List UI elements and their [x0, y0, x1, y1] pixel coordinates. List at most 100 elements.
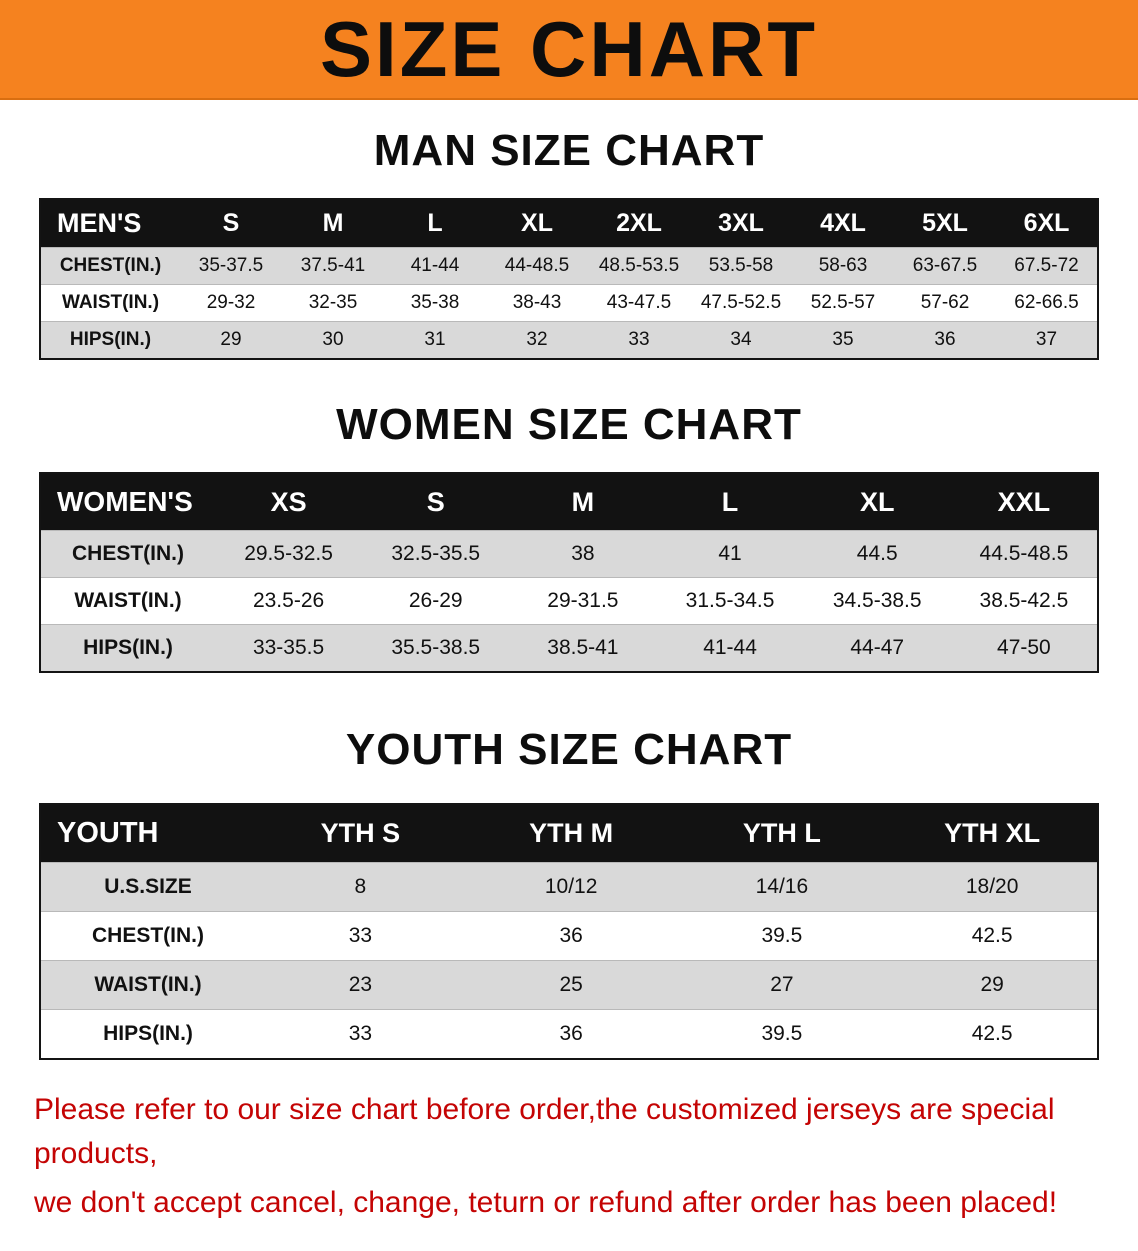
size-value-cell: 31.5-34.5 [685, 589, 775, 612]
women-size-section: WOMEN SIZE CHART WOMEN'S XS S M L XL XXL CHEST(… [0, 400, 1138, 673]
banner: SIZE CHART [0, 0, 1138, 100]
size-value-cell: 38 [571, 542, 595, 565]
size-value-cell: 8 [354, 875, 367, 898]
size-column-header: M [509, 473, 657, 531]
size-value-cell: 27 [770, 973, 794, 996]
youth-size-section: YOUTH SIZE CHART YOUTH YTH S YTH M YTH L YTH… [0, 725, 1138, 1060]
size-value-cell: 47-50 [997, 636, 1051, 659]
table-row: CHEST(IN.) 33 36 39.5 42.5 [40, 911, 1098, 961]
table-corner-label: WOMEN'S [40, 473, 215, 531]
size-value-cell: 37 [1035, 329, 1058, 350]
size-value-cell: 62-66.5 [1014, 292, 1079, 313]
row-label: WAIST(IN.) [74, 589, 182, 612]
table-header-row: WOMEN'S XS S M L XL XXL [40, 473, 1098, 531]
size-column-header: XXL [950, 473, 1098, 531]
size-value-cell: 41 [718, 542, 742, 565]
size-value-cell: 38-43 [512, 292, 562, 313]
size-value-cell: 32-35 [308, 292, 358, 313]
size-value-cell: 33 [348, 924, 373, 947]
size-value-cell: 41-44 [703, 636, 757, 659]
size-value-cell: 33 [628, 329, 650, 350]
size-value-cell: 44.5-48.5 [979, 542, 1069, 565]
size-column-header: YTH L [676, 804, 888, 863]
size-column-header: 2XL [588, 199, 690, 248]
men-size-section: MAN SIZE CHART MEN'S S M L XL 2XL 3XL 4XL 5XL 6XL… [0, 126, 1138, 360]
size-value-cell: 23.5-26 [252, 589, 325, 612]
size-value-cell: 18/20 [965, 875, 1019, 898]
size-column-header: XS [215, 473, 363, 531]
row-label: WAIST(IN.) [94, 973, 202, 996]
size-value-cell: 36 [934, 329, 956, 350]
row-label: CHEST(IN.) [59, 255, 162, 276]
size-column-header: XL [803, 473, 951, 531]
size-value-cell: 34.5-38.5 [832, 589, 922, 612]
table-row: CHEST(IN.) 29.5-32.5 32.5-35.5 38 41 44.5 44.5… [40, 530, 1098, 578]
size-value-cell: 63-67.5 [912, 255, 978, 276]
women-section-heading: WOMEN SIZE CHART [336, 400, 802, 449]
table-row: U.S.SIZE 8 10/12 14/16 18/20 [40, 862, 1098, 912]
row-label: CHEST(IN.) [92, 924, 204, 947]
size-value-cell: 52.5-57 [810, 292, 876, 313]
size-value-cell: 67.5-72 [1014, 255, 1079, 276]
size-column-header: 3XL [690, 199, 792, 248]
notice-line-2: we don't accept cancel, change, teturn o… [34, 1186, 1058, 1219]
table-header-row: MEN'S S M L XL 2XL 3XL 4XL 5XL 6XL [40, 199, 1098, 248]
table-row: HIPS(IN.) 33 36 39.5 42.5 [40, 1009, 1098, 1059]
size-column-header: XL [486, 199, 588, 248]
youth-section-heading: YOUTH SIZE CHART [345, 725, 793, 774]
size-value-cell: 29.5-32.5 [244, 542, 333, 565]
table-header-row: YOUTH YTH S YTH M YTH L YTH XL [40, 804, 1098, 863]
table-corner-label: YOUTH [40, 804, 255, 863]
table-row: HIPS(IN.) 29 30 31 32 33 34 35 36 37 [40, 321, 1098, 359]
size-value-cell: 35 [832, 329, 854, 350]
row-label: U.S.SIZE [104, 875, 192, 898]
size-value-cell: 35-38 [410, 292, 460, 313]
size-value-cell: 37.5-41 [300, 255, 366, 276]
size-value-cell: 29-32 [206, 292, 256, 313]
row-label: HIPS(IN.) [83, 636, 173, 659]
size-value-cell: 35.5-38.5 [391, 636, 481, 659]
size-value-cell: 39.5 [761, 924, 803, 947]
size-column-header: S [362, 473, 510, 531]
size-value-cell: 33 [348, 1022, 373, 1045]
row-label: HIPS(IN.) [103, 1022, 193, 1045]
size-column-header: L [384, 199, 486, 248]
size-value-cell: 38.5-41 [547, 636, 619, 659]
table-corner-label: MEN'S [40, 199, 180, 248]
size-value-cell: 30 [322, 329, 344, 350]
size-value-cell: 42.5 [971, 1022, 1013, 1045]
size-value-cell: 14/16 [755, 875, 809, 898]
size-value-cell: 47.5-52.5 [700, 292, 782, 313]
size-value-cell: 35-37.5 [198, 255, 264, 276]
size-value-cell: 44-47 [850, 636, 905, 659]
size-value-cell: 32 [526, 329, 548, 350]
women-size-table: WOMEN'S XS S M L XL XXL CHEST(IN.) 29.5-32.5 32.5… [39, 472, 1099, 673]
size-value-cell: 58-63 [818, 255, 868, 276]
size-value-cell: 10/12 [544, 875, 598, 898]
size-value-cell: 53.5-58 [708, 255, 774, 276]
table-row: WAIST(IN.) 23 25 27 29 [40, 960, 1098, 1010]
size-column-header: S [180, 199, 282, 248]
table-row: CHEST(IN.) 35-37.5 37.5-41 41-44 44-48.5 48.5… [40, 247, 1098, 285]
size-column-header: 5XL [894, 199, 996, 248]
youth-size-table: YOUTH YTH S YTH M YTH L YTH XL U.S.SIZE 8 10/12… [39, 803, 1099, 1060]
size-value-cell: 39.5 [761, 1022, 803, 1045]
footer-notice: Please refer to our size chart before or… [0, 1088, 1138, 1251]
size-value-cell: 36 [559, 1022, 583, 1045]
size-value-cell: 43-47.5 [606, 292, 672, 313]
size-column-header: L [656, 473, 804, 531]
size-value-cell: 23 [348, 973, 373, 996]
size-column-header: YTH M [465, 804, 677, 863]
table-row: HIPS(IN.) 33-35.5 35.5-38.5 38.5-41 41-44 44-… [40, 624, 1098, 672]
size-value-cell: 34 [730, 329, 752, 350]
men-size-table: MEN'S S M L XL 2XL 3XL 4XL 5XL 6XL CHEST(IN.) 35-37… [39, 198, 1099, 360]
table-row: WAIST(IN.) 23.5-26 26-29 29-31.5 31.5-34.5 34… [40, 577, 1098, 625]
row-label: WAIST(IN.) [61, 292, 160, 313]
table-row: WAIST(IN.) 29-32 32-35 35-38 38-43 43-47.5 47.… [40, 284, 1098, 322]
page-title: SIZE CHART [320, 5, 818, 93]
size-value-cell: 26-29 [408, 589, 463, 612]
size-value-cell: 42.5 [971, 924, 1013, 947]
size-value-cell: 38.5-42.5 [979, 589, 1069, 612]
row-label: CHEST(IN.) [72, 542, 184, 565]
size-value-cell: 29 [220, 329, 242, 350]
